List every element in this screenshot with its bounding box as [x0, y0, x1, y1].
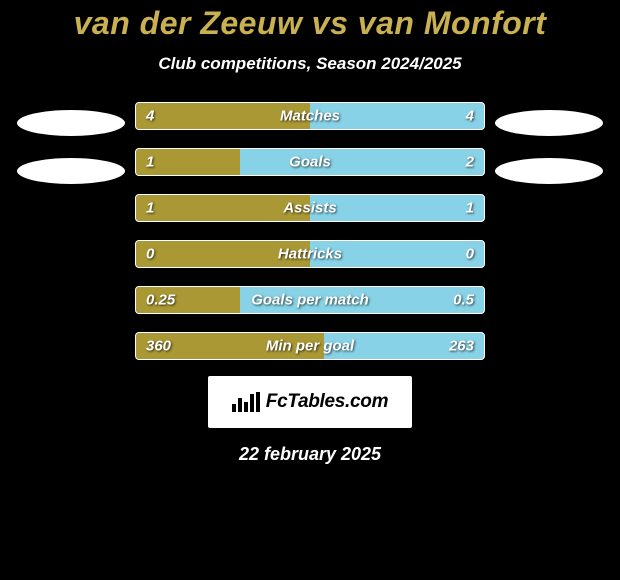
stat-value-left: 360: [146, 338, 171, 355]
stat-value-right: 263: [449, 338, 474, 355]
stat-bar-min-per-goal: 360 Min per goal 263: [135, 332, 485, 360]
stat-label: Assists: [283, 200, 336, 217]
stat-value-left: 1: [146, 154, 154, 171]
player-right-oval-1: [495, 110, 603, 136]
stat-value-right: 4: [466, 108, 474, 125]
stat-label: Hattricks: [278, 246, 342, 263]
stat-label: Goals: [289, 154, 331, 171]
stats-area: 4 Matches 4 1 Goals 2 1 Assists 1 0 Hatt…: [0, 102, 620, 360]
stat-value-right: 0: [466, 246, 474, 263]
stat-label: Min per goal: [266, 338, 354, 355]
stat-label: Matches: [280, 108, 340, 125]
player-right-oval-2: [495, 158, 603, 184]
branding-badge: FcTables.com: [208, 376, 412, 428]
stat-bar-goals: 1 Goals 2: [135, 148, 485, 176]
page-title: van der Zeeuw vs van Monfort: [74, 5, 547, 42]
stat-bar-assists: 1 Assists 1: [135, 194, 485, 222]
player-left-oval-2: [17, 158, 125, 184]
date-label: 22 february 2025: [239, 444, 381, 465]
subtitle: Club competitions, Season 2024/2025: [158, 54, 461, 74]
stat-label: Goals per match: [251, 292, 369, 309]
stat-value-right: 2: [466, 154, 474, 171]
stat-value-right: 0.5: [453, 292, 474, 309]
branding-text: FcTables.com: [266, 391, 388, 413]
player-left-oval-1: [17, 110, 125, 136]
bar-chart-icon: [232, 392, 260, 412]
comparison-infographic: van der Zeeuw vs van Monfort Club compet…: [0, 0, 620, 580]
stat-value-left: 0.25: [146, 292, 175, 309]
stat-value-right: 1: [466, 200, 474, 217]
right-ovals: [495, 102, 603, 184]
stat-bar-matches: 4 Matches 4: [135, 102, 485, 130]
stat-bar-hattricks: 0 Hattricks 0: [135, 240, 485, 268]
stat-value-left: 4: [146, 108, 154, 125]
left-ovals: [17, 102, 125, 184]
stat-value-left: 1: [146, 200, 154, 217]
bars-column: 4 Matches 4 1 Goals 2 1 Assists 1 0 Hatt…: [135, 102, 485, 360]
stat-bar-goals-per-match: 0.25 Goals per match 0.5: [135, 286, 485, 314]
stat-value-left: 0: [146, 246, 154, 263]
